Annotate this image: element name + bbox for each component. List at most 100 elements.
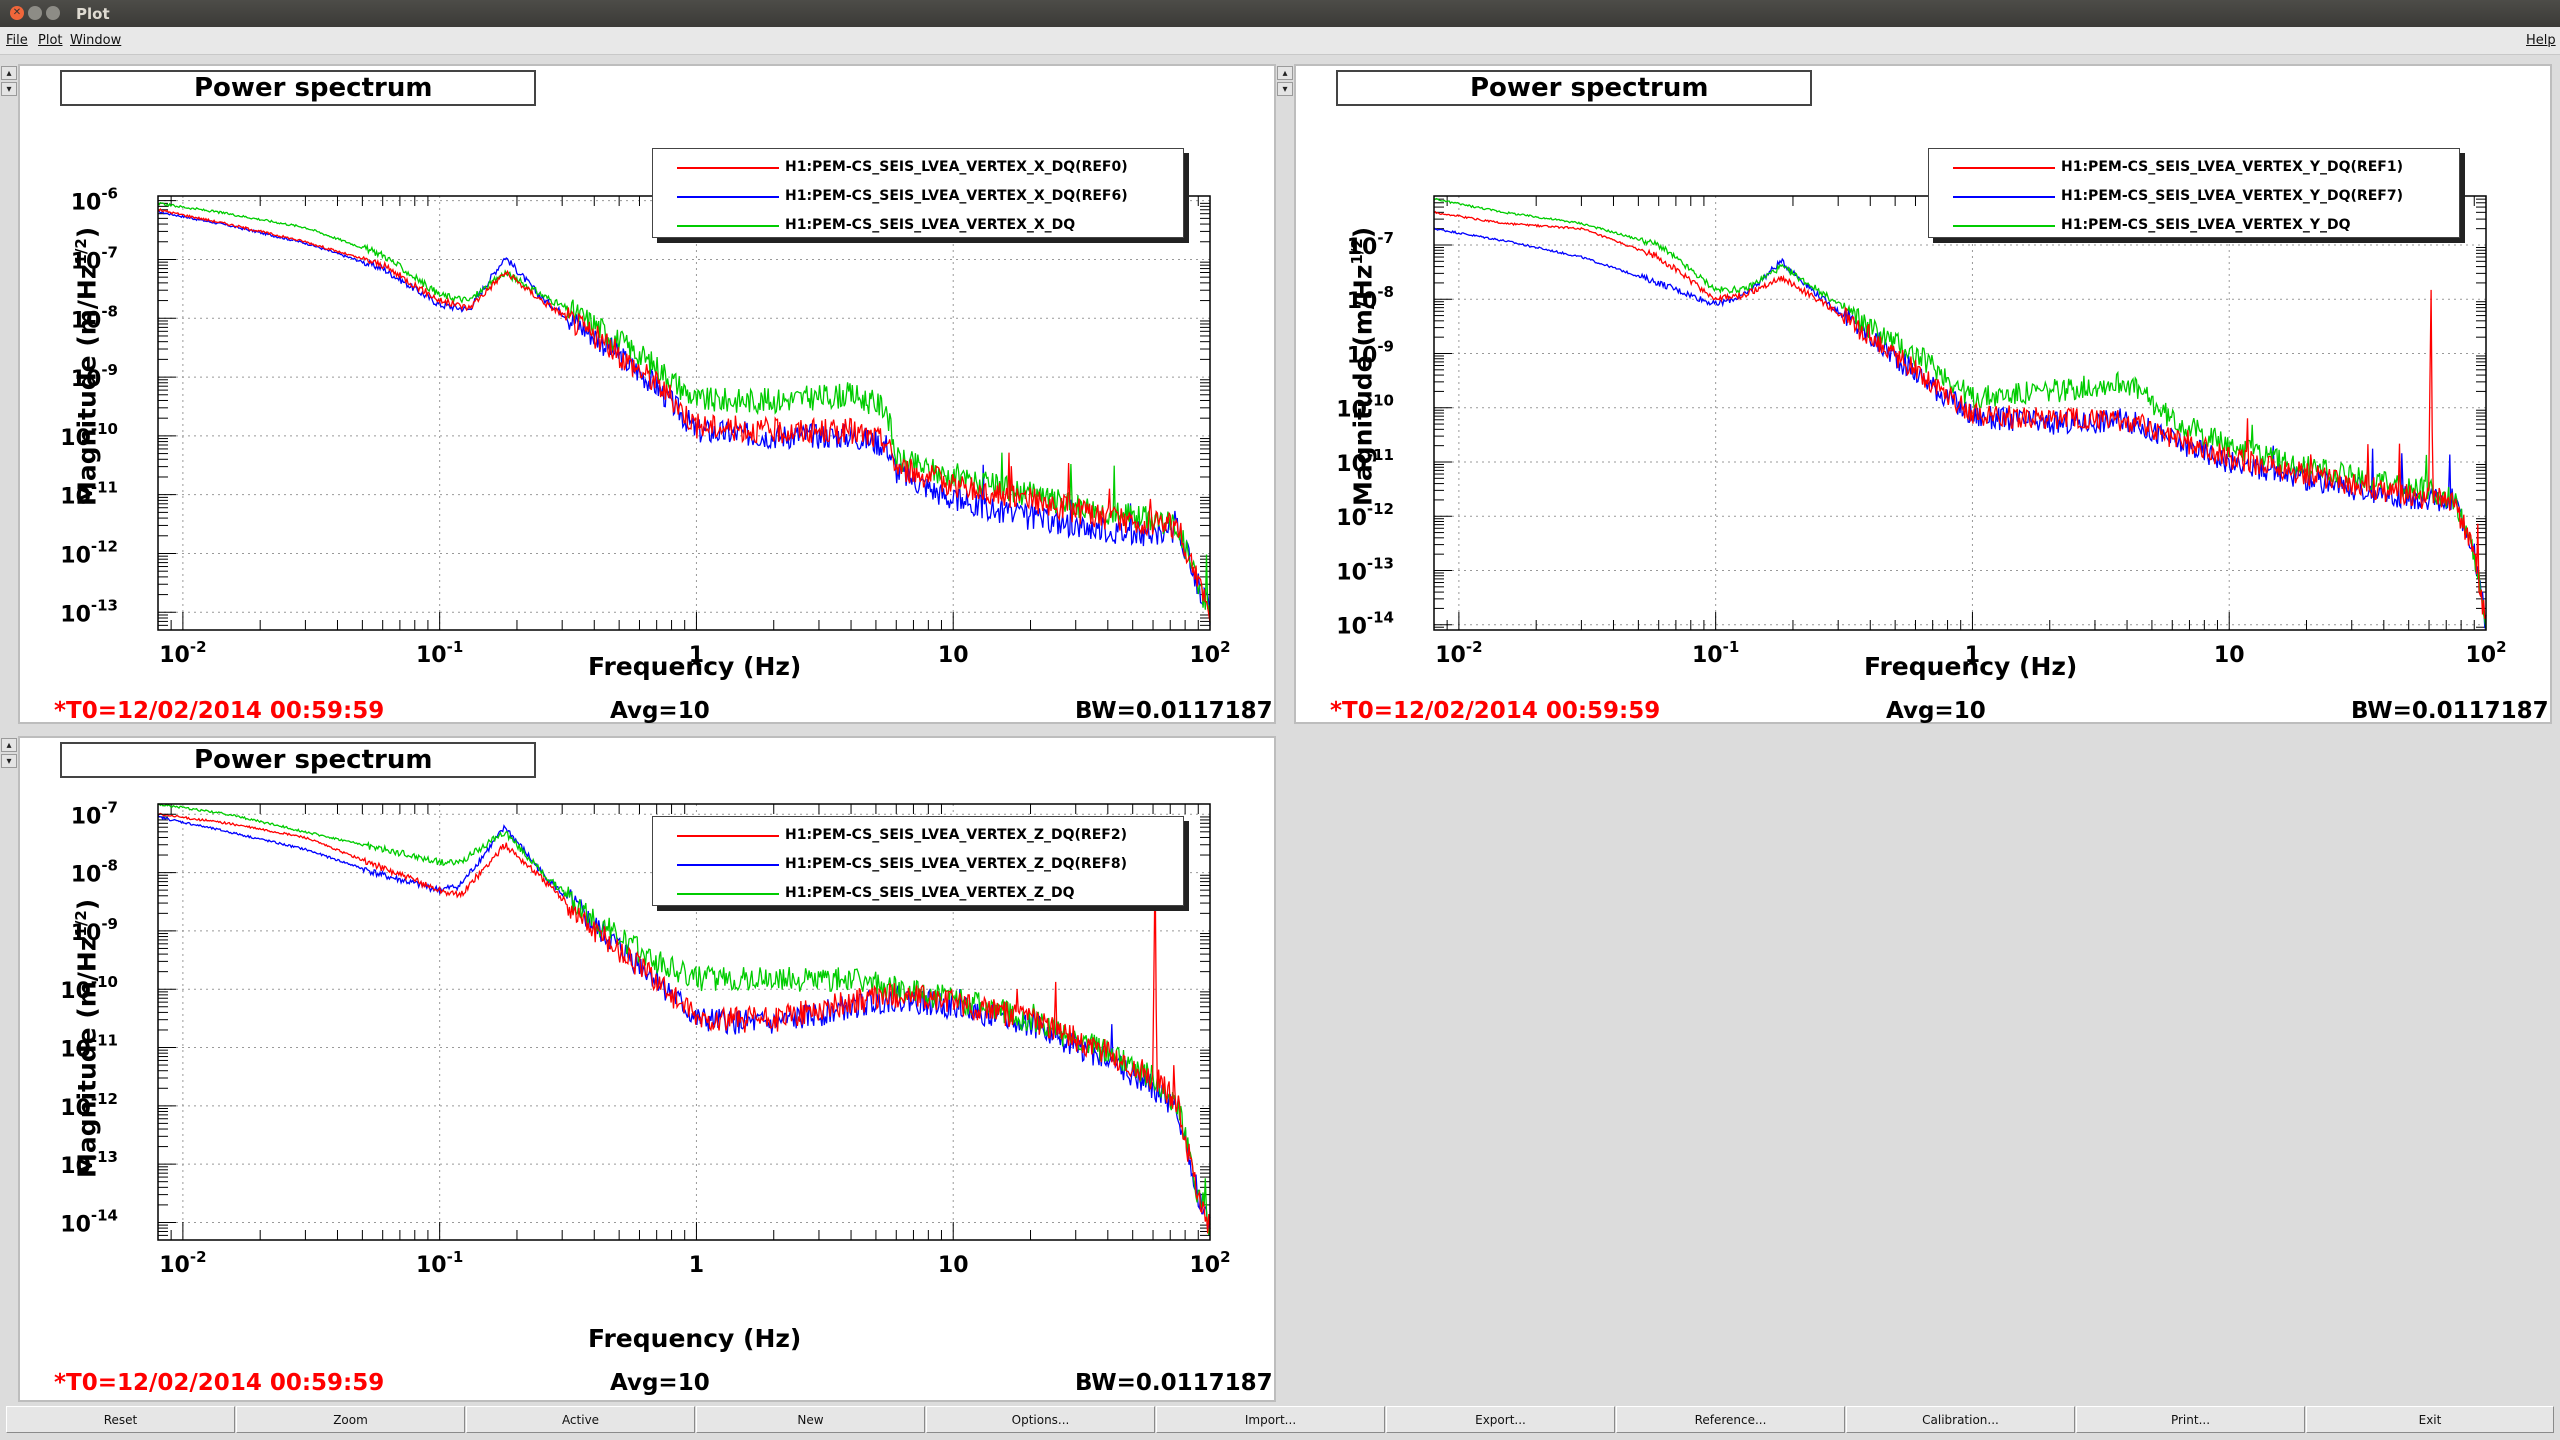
y-tick-exp: -9 (101, 915, 118, 933)
y-tick-exp: -10 (91, 420, 118, 438)
x-tick-label: 10-1 (1692, 638, 1739, 668)
legend-label: H1:PEM-CS_SEIS_LVEA_VERTEX_Y_DQ (2061, 217, 2351, 233)
legend-label: H1:PEM-CS_SEIS_LVEA_VERTEX_Z_DQ(REF8) (785, 856, 1127, 872)
plot-pad-z[interactable]: Power spectrum 10-2 10-1 1 10 102 10-7 10-8 10-… (18, 736, 1276, 1402)
y-axis-label: Magnitude (m/Hz1/2) (72, 899, 101, 1178)
series-line (1433, 227, 2487, 629)
plot-canvas[interactable]: 10-2 10-1 1 10 10210-710-810-910-1010-1110-1… (1296, 66, 2550, 722)
menu-window[interactable]: Window (70, 33, 122, 48)
legend-swatch (677, 167, 779, 169)
bw-label: BW=0.0117187 (1075, 698, 1273, 724)
x-tick-label: 102 (1189, 1248, 1230, 1278)
y-tick-exp: -13 (91, 596, 118, 614)
y-axis-label-sup: 1/2 (72, 238, 90, 265)
y-tick-label: 10-14 (1336, 609, 1394, 640)
y-tick-label: 10-8 (71, 857, 118, 888)
pad-down-arrow[interactable]: ▾ (1, 754, 17, 768)
y-axis-label-text: Magnitude (m/Hz (72, 264, 102, 506)
plot-frame (157, 195, 1211, 631)
menu-plot[interactable]: Plot (38, 33, 63, 48)
legend[interactable]: H1:PEM-CS_SEIS_LVEA_VERTEX_Z_DQ(REF2) H1… (652, 816, 1184, 906)
pad-title: Power spectrum (60, 70, 536, 106)
close-window-button[interactable]: ✕ (10, 6, 24, 20)
series-line (157, 812, 1211, 1234)
plot-canvas[interactable]: 10-2 10-1 1 10 10210-610-710-810-910-1010-11… (20, 66, 1274, 722)
menu-help[interactable]: Help (2526, 33, 2556, 48)
pad-down-arrow[interactable]: ▾ (1, 82, 17, 96)
new-button[interactable]: New (696, 1406, 925, 1433)
reset-button[interactable]: Reset (6, 1406, 235, 1433)
legend-entry: H1:PEM-CS_SEIS_LVEA_VERTEX_X_DQ(REF6) (653, 185, 1183, 209)
legend-entry: H1:PEM-CS_SEIS_LVEA_VERTEX_Y_DQ(REF7) (1929, 185, 2459, 209)
legend-entry: H1:PEM-CS_SEIS_LVEA_VERTEX_Z_DQ (653, 882, 1183, 906)
menu-file[interactable]: File (6, 33, 28, 48)
plot-frame (157, 803, 1211, 1241)
bw-label: BW=0.0117187 (1075, 1370, 1273, 1396)
legend[interactable]: H1:PEM-CS_SEIS_LVEA_VERTEX_X_DQ(REF0) H1… (652, 148, 1184, 238)
bottom-toolbar: Reset Zoom Active New Options... Import.… (0, 1404, 2560, 1440)
legend-label: H1:PEM-CS_SEIS_LVEA_VERTEX_X_DQ (785, 217, 1076, 233)
reference-button[interactable]: Reference... (1616, 1406, 1845, 1433)
plot-pad-y[interactable]: Power spectrum 10-2 10-1 1 10 102 10-7 10-8 10-… (1294, 64, 2552, 724)
bw-label: BW=0.0117187 (2351, 698, 2549, 724)
x-tick-label: 10-2 (1435, 638, 1482, 668)
t0-label: *T0=12/02/2014 00:59:59 (1330, 698, 1661, 724)
x-tick-label: 10-2 (159, 1248, 206, 1278)
y-axis-label-sup: 1/2 (1348, 238, 1366, 265)
x-tick-label: 10 (2214, 643, 2245, 668)
print-button[interactable]: Print... (2076, 1406, 2305, 1433)
x-tick-label: 102 (1189, 638, 1230, 668)
import-button[interactable]: Import... (1156, 1406, 1385, 1433)
y-tick-exp: -9 (1377, 337, 1394, 355)
plot-canvas[interactable]: 10-2 10-1 1 10 10210-710-810-910-1010-1110-1… (20, 738, 1274, 1400)
maximize-window-button[interactable] (46, 6, 60, 20)
window-title: Plot (76, 5, 110, 23)
legend-swatch (677, 893, 779, 895)
x-tick-exp: -2 (1466, 638, 1483, 656)
exit-button[interactable]: Exit (2306, 1406, 2554, 1433)
x-tick-exp: 2 (1220, 1248, 1230, 1266)
y-tick-exp: -12 (91, 1090, 118, 1108)
avg-label: Avg=10 (610, 698, 710, 724)
pad-title: Power spectrum (60, 742, 536, 778)
y-tick-label: 10-9 (1347, 337, 1394, 368)
y-tick-exp: -11 (91, 1032, 118, 1050)
y-tick-exp: -8 (101, 302, 118, 320)
y-tick-exp: -12 (1367, 500, 1394, 518)
y-axis-label-text: Magnitude (m/Hz (1348, 264, 1378, 506)
legend-entry: H1:PEM-CS_SEIS_LVEA_VERTEX_Z_DQ(REF2) (653, 824, 1183, 848)
pad-side-strip: ▴ ▾ (0, 736, 18, 1402)
avg-label: Avg=10 (1886, 698, 1986, 724)
options-button[interactable]: Options... (926, 1406, 1155, 1433)
calibration-button[interactable]: Calibration... (1846, 1406, 2075, 1433)
y-tick-exp: -12 (91, 537, 118, 555)
x-axis-label: Frequency (Hz) (588, 652, 802, 681)
x-tick-label: 102 (2465, 638, 2506, 668)
y-tick-exp: -11 (1367, 446, 1394, 464)
y-axis-label-end: ) (1348, 226, 1378, 239)
export-button[interactable]: Export... (1386, 1406, 1615, 1433)
series-line (157, 207, 1211, 623)
legend[interactable]: H1:PEM-CS_SEIS_LVEA_VERTEX_Y_DQ(REF1) H1… (1928, 148, 2460, 238)
plot-pad-x[interactable]: Power spectrum 10-2 10-1 1 10 102 10-6 10-7 10-… (18, 64, 1276, 724)
pad-up-arrow[interactable]: ▴ (1, 738, 17, 752)
y-tick-exp: -9 (101, 361, 118, 379)
pad-up-arrow[interactable]: ▴ (1, 66, 17, 80)
legend-label: H1:PEM-CS_SEIS_LVEA_VERTEX_X_DQ(REF0) (785, 159, 1128, 175)
zoom-button[interactable]: Zoom (236, 1406, 465, 1433)
pad-down-arrow[interactable]: ▾ (1277, 82, 1293, 96)
menu-bar: File Plot Window Help (0, 27, 2560, 55)
y-axis-label-end: ) (72, 226, 102, 239)
pad-side-strip: ▴ ▾ (0, 64, 18, 724)
legend-entry: H1:PEM-CS_SEIS_LVEA_VERTEX_Y_DQ (1929, 214, 2459, 238)
y-tick-exp: -7 (1377, 229, 1394, 247)
pad-up-arrow[interactable]: ▴ (1277, 66, 1293, 80)
x-tick-label: 1 (689, 1253, 704, 1278)
active-button[interactable]: Active (466, 1406, 695, 1433)
x-tick-exp: -2 (190, 1248, 207, 1266)
y-tick-exp: -13 (1367, 554, 1394, 572)
legend-swatch (1953, 167, 2055, 169)
minimize-window-button[interactable] (28, 6, 42, 20)
legend-entry: H1:PEM-CS_SEIS_LVEA_VERTEX_X_DQ (653, 214, 1183, 238)
x-tick-exp: -2 (190, 638, 207, 656)
